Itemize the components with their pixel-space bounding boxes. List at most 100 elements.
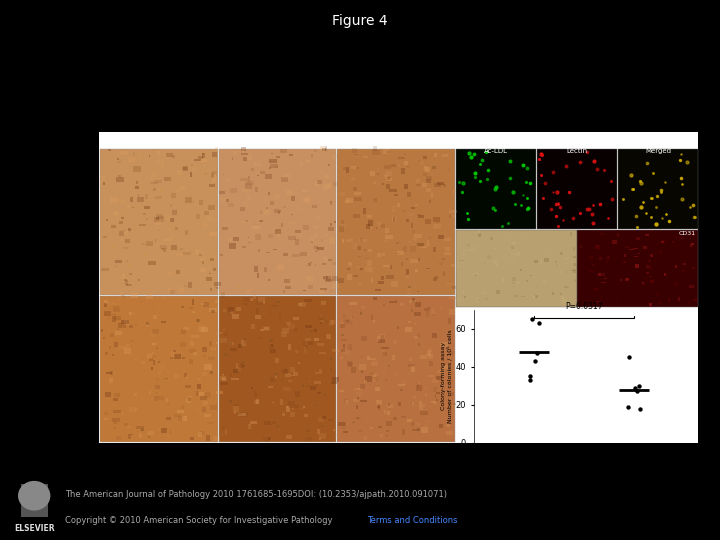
Bar: [404, 184, 408, 188]
Bar: [291, 375, 294, 376]
Bar: [192, 299, 194, 305]
Bar: [238, 413, 241, 415]
Bar: [268, 386, 273, 388]
Bar: [354, 197, 362, 201]
Bar: [444, 272, 446, 273]
Bar: [351, 315, 354, 318]
Bar: [131, 285, 133, 286]
Bar: [423, 157, 427, 159]
Bar: [555, 261, 557, 263]
Bar: [410, 223, 413, 228]
Bar: [204, 414, 211, 417]
Bar: [437, 370, 444, 374]
Bar: [153, 356, 156, 357]
Bar: [436, 182, 444, 185]
Bar: [230, 348, 237, 351]
Bar: [103, 338, 105, 339]
Bar: [135, 186, 138, 190]
Bar: [381, 225, 384, 228]
Bar: [383, 240, 388, 242]
Bar: [649, 266, 651, 269]
Bar: [107, 317, 109, 320]
Bar: [385, 235, 393, 239]
Bar: [393, 416, 397, 420]
Bar: [431, 308, 435, 314]
Bar: [456, 148, 536, 229]
Bar: [248, 426, 251, 428]
Bar: [371, 361, 378, 366]
Bar: [208, 206, 215, 210]
Bar: [402, 211, 405, 212]
Bar: [380, 434, 383, 437]
Bar: [344, 319, 351, 324]
Bar: [132, 366, 136, 367]
Bar: [334, 299, 336, 300]
Bar: [189, 349, 197, 353]
Bar: [119, 231, 124, 236]
Bar: [534, 260, 539, 264]
Bar: [568, 286, 572, 287]
Bar: [102, 268, 109, 271]
Bar: [153, 188, 156, 191]
Text: A: A: [104, 134, 112, 144]
Bar: [322, 416, 326, 419]
Bar: [431, 402, 433, 404]
Bar: [377, 172, 379, 174]
Bar: [204, 393, 212, 399]
Bar: [356, 266, 359, 268]
Bar: [176, 253, 183, 255]
Bar: [608, 256, 611, 259]
Bar: [196, 409, 199, 410]
Bar: [333, 430, 336, 431]
Bar: [214, 281, 221, 286]
Bar: [386, 178, 392, 181]
Bar: [392, 217, 396, 222]
Bar: [433, 166, 436, 169]
Bar: [141, 242, 145, 246]
Bar: [236, 363, 238, 368]
Bar: [387, 411, 390, 415]
Bar: [496, 291, 500, 294]
Bar: [256, 308, 259, 314]
Bar: [418, 401, 422, 404]
Bar: [388, 403, 390, 406]
Bar: [302, 342, 305, 347]
Bar: [279, 315, 281, 320]
Bar: [158, 189, 163, 191]
Bar: [315, 181, 319, 186]
Bar: [243, 157, 247, 161]
Bar: [280, 399, 283, 405]
Bar: [603, 278, 607, 280]
Bar: [415, 302, 421, 307]
Bar: [238, 343, 242, 348]
Bar: [354, 244, 358, 249]
Bar: [200, 396, 207, 400]
Bar: [114, 427, 116, 429]
Bar: [286, 322, 291, 325]
Bar: [407, 166, 409, 168]
Bar: [298, 362, 300, 364]
Bar: [300, 220, 307, 224]
Bar: [335, 434, 338, 437]
Bar: [523, 236, 526, 238]
Bar: [136, 181, 138, 184]
Bar: [420, 245, 423, 247]
Bar: [395, 164, 400, 166]
Bar: [244, 303, 248, 305]
Bar: [289, 406, 292, 410]
Bar: [650, 280, 654, 283]
Bar: [286, 407, 288, 408]
Bar: [373, 380, 376, 382]
Bar: [216, 342, 218, 345]
Bar: [521, 270, 523, 273]
Bar: [138, 152, 140, 157]
Bar: [197, 319, 200, 322]
Bar: [220, 382, 228, 385]
Bar: [649, 260, 650, 262]
Bar: [257, 273, 259, 278]
Bar: [275, 227, 277, 231]
Bar: [637, 253, 640, 254]
Bar: [251, 387, 253, 389]
Bar: [446, 424, 449, 427]
Bar: [511, 253, 516, 255]
